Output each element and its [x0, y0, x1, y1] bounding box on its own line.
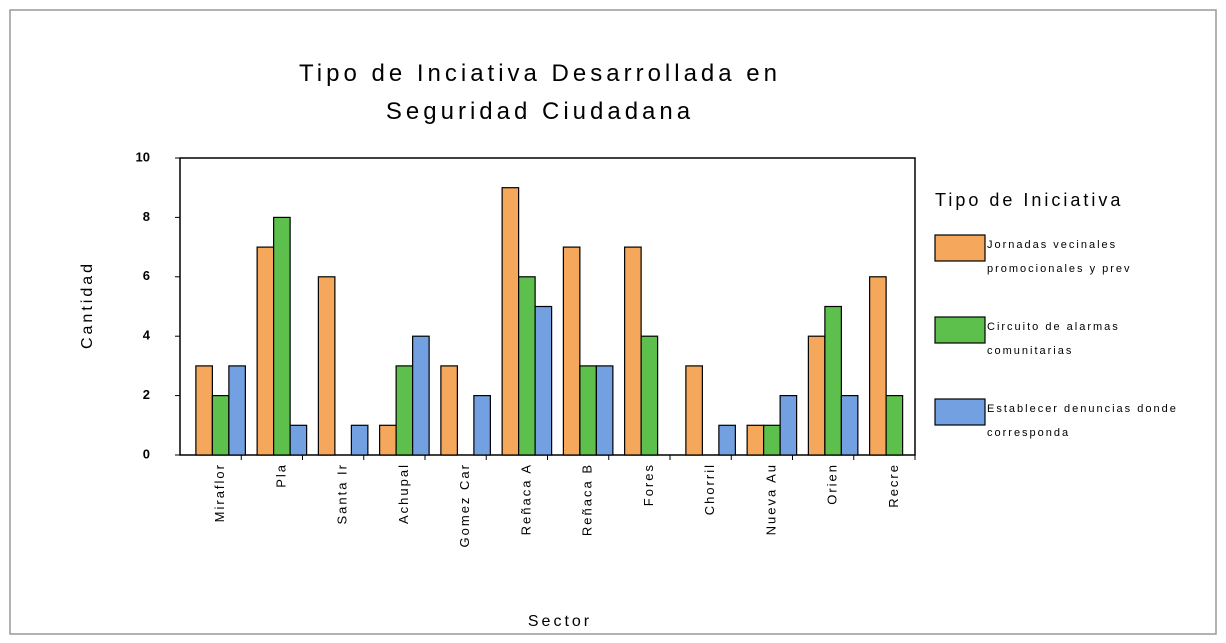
x-tick-label: Fores — [641, 463, 656, 506]
y-tick-label: 8 — [143, 209, 150, 224]
legend-swatch — [934, 316, 986, 344]
x-tick-label: Miraflor — [212, 463, 227, 522]
bar — [395, 365, 414, 456]
bar — [779, 395, 798, 456]
bar — [763, 424, 781, 456]
x-tick-label: Nueva Au — [763, 463, 778, 535]
y-tick-label: 10 — [136, 149, 150, 164]
bar — [824, 305, 842, 456]
bar — [640, 335, 659, 456]
title-box: Tipo de Inciativa Desarrollada en Seguri… — [299, 60, 781, 125]
bar — [840, 395, 859, 456]
bar — [289, 424, 308, 456]
bar — [379, 424, 397, 456]
legend-label: Jornadas vecinales promocionales y prev — [987, 239, 1132, 275]
legend-swatch — [934, 398, 986, 426]
x-axis-label: Sector — [528, 613, 592, 630]
y-tick-label: 0 — [143, 446, 150, 461]
bar — [518, 276, 536, 456]
bar — [256, 246, 275, 456]
y-tick-label: 4 — [143, 328, 151, 343]
bar — [440, 365, 458, 456]
bar — [350, 424, 369, 456]
bar — [869, 276, 887, 456]
legend-swatch — [934, 234, 986, 262]
legend-label: Circuito de alarmas comunitarias — [987, 321, 1120, 357]
legend-title: Tipo de Iniciativa — [935, 190, 1123, 210]
bar — [228, 365, 246, 456]
bar — [579, 365, 597, 456]
x-tick-label: Gomez Car — [457, 463, 472, 547]
x-tick-label: Chorril — [702, 463, 717, 515]
y-tick-label: 6 — [143, 268, 150, 283]
bar — [473, 395, 491, 456]
bar — [595, 365, 614, 456]
bar — [746, 424, 765, 456]
bar — [562, 246, 581, 456]
x-tick-label: Achupal — [396, 463, 411, 524]
legend-label: Establecer denuncias donde corresponda — [987, 403, 1178, 439]
bar — [685, 365, 703, 456]
bar — [195, 365, 213, 456]
x-tick-label: Recre — [886, 463, 901, 508]
x-tick-label: Pla — [273, 463, 288, 488]
bar — [534, 305, 553, 456]
bar — [501, 187, 520, 456]
y-tick-label: 2 — [143, 387, 150, 402]
x-tick-label: Santa Ir — [335, 463, 350, 525]
bar — [273, 216, 291, 456]
bar — [317, 276, 336, 456]
bar — [885, 395, 904, 456]
bar — [412, 335, 430, 456]
x-tick-label: Orien — [825, 463, 840, 505]
y-axis-label: Cantidad — [79, 261, 96, 349]
bar — [718, 424, 736, 456]
bar — [624, 246, 642, 456]
chart-title: Tipo de Inciativa Desarrollada en Seguri… — [299, 60, 781, 125]
bar — [211, 395, 230, 456]
bar — [807, 335, 826, 456]
x-tick-label: Reñaca A — [518, 463, 533, 535]
x-tick-label: Reñaca B — [580, 463, 595, 536]
